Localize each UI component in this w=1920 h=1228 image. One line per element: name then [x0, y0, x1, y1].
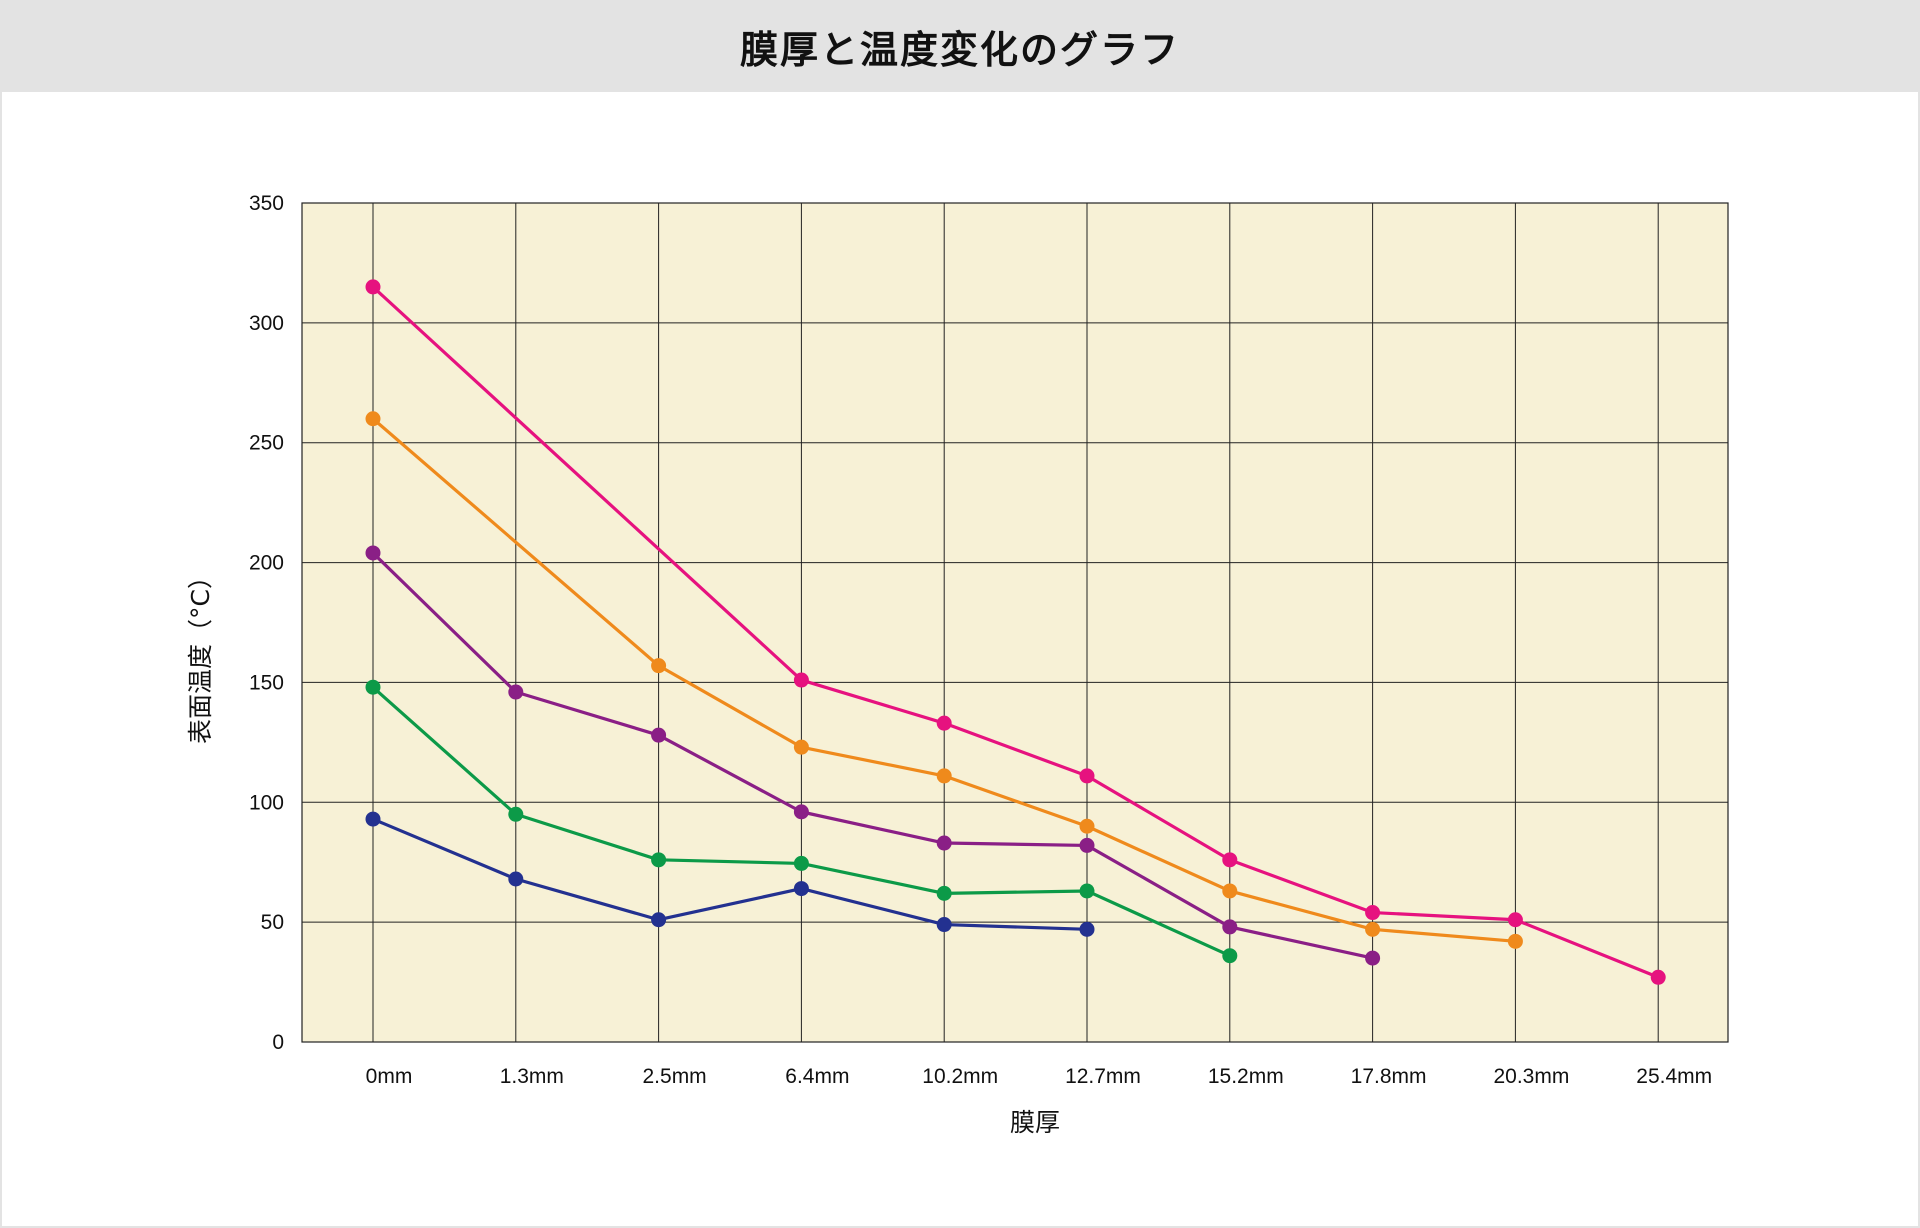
plot-area: [301, 202, 1729, 1043]
x-tick-label: 2.5mm: [643, 1065, 707, 1088]
series-3: [365, 545, 1381, 966]
data-point: [508, 806, 524, 822]
data-point: [651, 658, 667, 674]
data-point: [1079, 768, 1095, 784]
data-point: [1507, 933, 1523, 949]
data-point: [936, 835, 952, 851]
y-tick-label: 250: [249, 432, 284, 455]
x-tick-label: 25.4mm: [1636, 1065, 1712, 1088]
data-point: [793, 804, 809, 820]
x-tick-label: 0mm: [366, 1065, 413, 1088]
y-tick-label: 0: [272, 1031, 284, 1054]
data-point: [651, 852, 667, 868]
series-5: [365, 811, 1095, 937]
data-point: [365, 679, 381, 695]
data-point: [1222, 852, 1238, 868]
data-point: [936, 917, 952, 933]
y-tick-label: 200: [249, 552, 284, 575]
y-axis-ticks: 0 50 100 150 200 250 300 350: [249, 192, 284, 1054]
data-point: [1507, 912, 1523, 928]
x-tick-label: 10.2mm: [922, 1065, 998, 1088]
data-point: [365, 545, 381, 561]
data-point: [936, 885, 952, 901]
y-tick-label: 350: [249, 192, 284, 215]
x-tick-label: 15.2mm: [1208, 1065, 1284, 1088]
data-point: [365, 279, 381, 295]
data-point: [1650, 969, 1666, 985]
data-point: [793, 881, 809, 897]
data-point: [793, 855, 809, 871]
data-point: [365, 411, 381, 427]
series-1: [365, 279, 1666, 985]
y-tick-label: 50: [261, 911, 284, 934]
data-point: [651, 727, 667, 743]
data-point: [1365, 905, 1381, 921]
data-point: [365, 811, 381, 827]
x-tick-label: 17.8mm: [1351, 1065, 1427, 1088]
x-tick-label: 6.4mm: [785, 1065, 849, 1088]
data-point: [1222, 883, 1238, 899]
x-axis-label: 膜厚: [1010, 1108, 1060, 1137]
series-group: [365, 279, 1666, 985]
data-point: [1079, 837, 1095, 853]
chart-header: 膜厚と温度変化のグラフ: [0, 0, 1920, 92]
data-point: [1079, 883, 1095, 899]
y-tick-label: 300: [249, 312, 284, 335]
chart-title: 膜厚と温度変化のグラフ: [739, 27, 1180, 72]
data-point: [1365, 921, 1381, 937]
series-line: [371, 285, 1659, 979]
data-point: [793, 672, 809, 688]
data-point: [1365, 950, 1381, 966]
data-point: [1079, 818, 1095, 834]
data-point: [936, 715, 952, 731]
data-point: [508, 684, 524, 700]
series-4: [365, 679, 1238, 964]
x-tick-label: 20.3mm: [1493, 1065, 1569, 1088]
y-axis-label: 表面温度（°C）: [186, 564, 215, 744]
x-tick-label: 1.3mm: [500, 1065, 564, 1088]
data-point: [1079, 921, 1095, 937]
data-point: [508, 871, 524, 887]
data-point: [651, 912, 667, 928]
series-line: [372, 817, 1088, 931]
series-2: [365, 411, 1523, 949]
x-tick-label: 12.7mm: [1065, 1065, 1141, 1088]
x-axis-ticks: 0mm 1.3mm 2.5mm 6.4mm 10.2mm 12.7mm 15.2mm 17.8…: [366, 1065, 1712, 1088]
series-line: [371, 417, 1516, 943]
series-line: [371, 551, 1373, 960]
data-point: [936, 768, 952, 784]
y-tick-label: 150: [249, 671, 284, 694]
data-point: [1222, 919, 1238, 935]
data-point: [793, 739, 809, 755]
data-point: [1222, 948, 1238, 964]
y-tick-label: 100: [249, 791, 284, 814]
